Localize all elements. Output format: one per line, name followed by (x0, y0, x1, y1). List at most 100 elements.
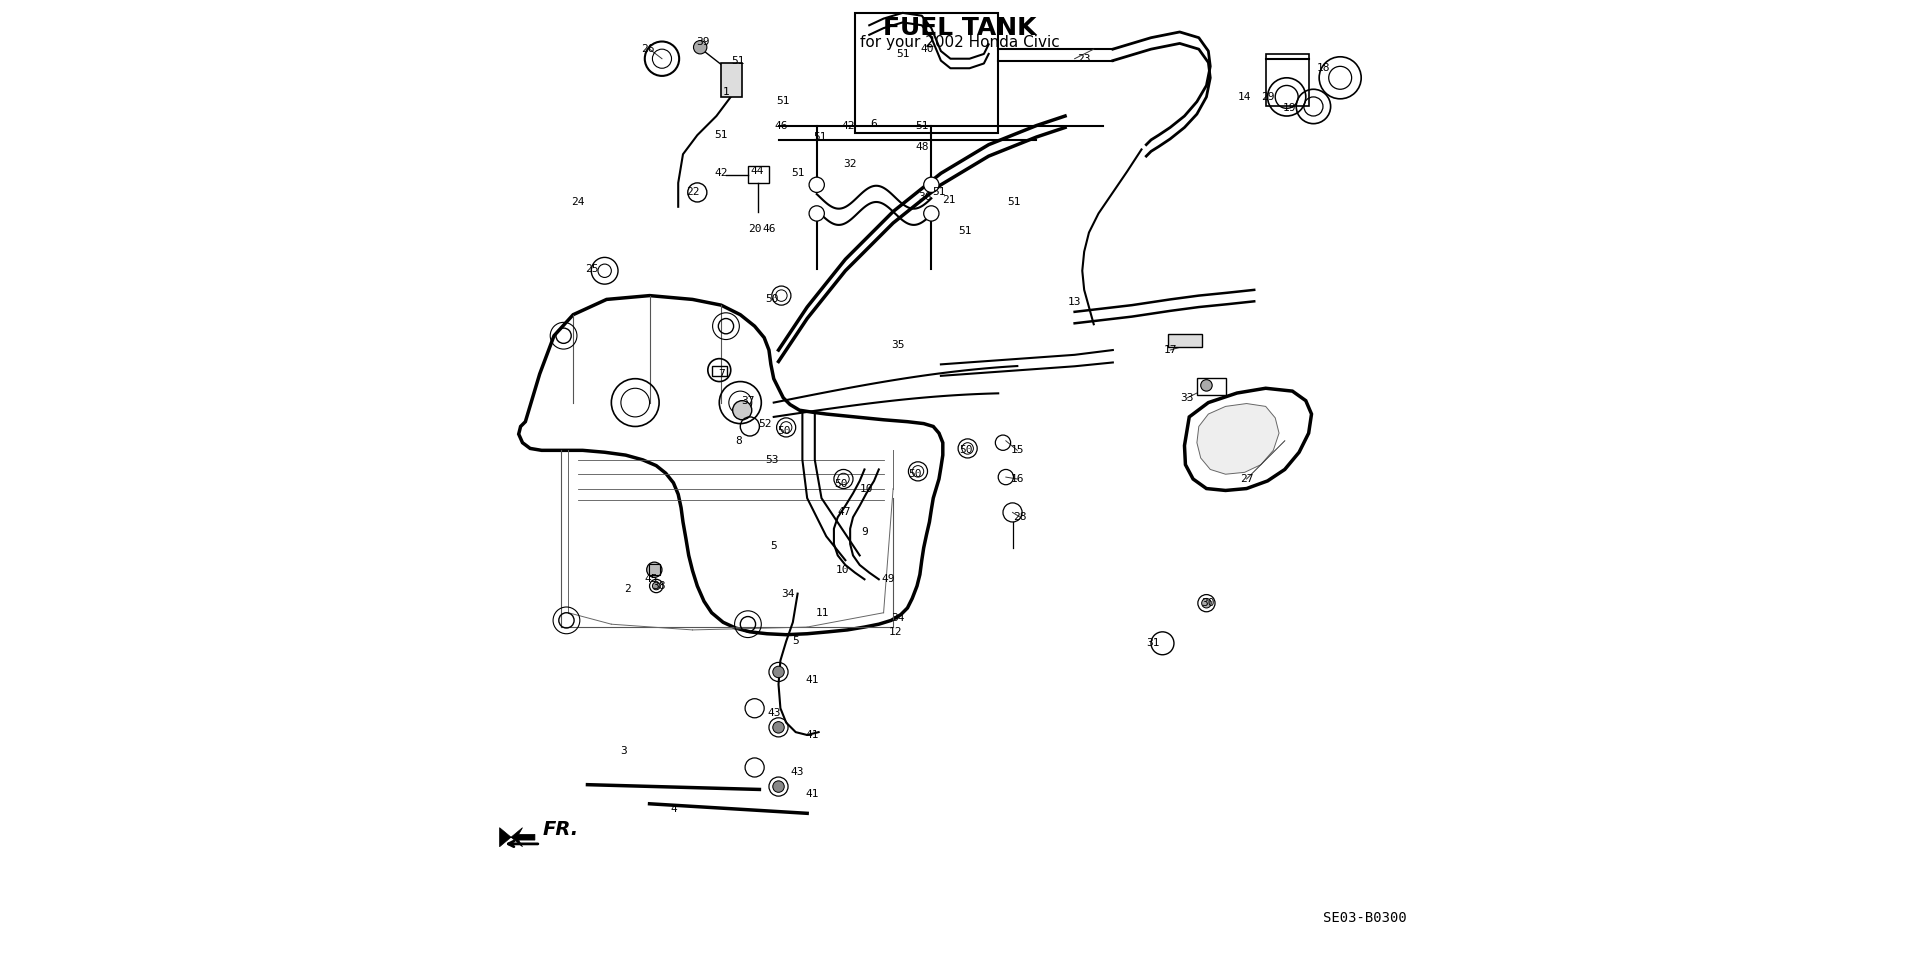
Circle shape (693, 40, 707, 54)
Text: 47: 47 (837, 508, 851, 517)
Text: 17: 17 (1164, 345, 1177, 355)
Text: 8: 8 (735, 436, 741, 445)
PathPatch shape (1196, 403, 1279, 474)
Text: 43: 43 (768, 708, 781, 718)
Text: 37: 37 (741, 396, 755, 405)
Text: 19: 19 (1283, 103, 1296, 113)
Text: 51: 51 (897, 49, 910, 59)
Text: 11: 11 (816, 607, 829, 618)
Text: 28: 28 (1014, 513, 1027, 522)
Text: 34: 34 (891, 612, 904, 623)
Text: 49: 49 (881, 574, 895, 584)
Text: 33: 33 (1181, 393, 1194, 402)
Text: 50: 50 (778, 426, 791, 436)
Text: 9: 9 (860, 527, 868, 536)
Text: 29: 29 (1261, 92, 1275, 102)
Text: 16: 16 (1010, 474, 1023, 484)
Bar (1196, 377, 1225, 395)
Text: 50: 50 (958, 445, 973, 455)
Text: 36: 36 (918, 193, 931, 202)
Text: 46: 46 (774, 121, 787, 130)
Text: 20: 20 (749, 224, 762, 234)
Text: 51: 51 (812, 132, 826, 142)
Text: 14: 14 (1238, 92, 1252, 102)
Bar (712, 366, 728, 376)
Text: 3: 3 (620, 746, 628, 756)
Text: 40: 40 (922, 44, 935, 55)
Text: 44: 44 (751, 167, 764, 176)
Text: 42: 42 (714, 169, 728, 178)
Circle shape (924, 177, 939, 193)
Text: 48: 48 (916, 142, 929, 151)
Text: 24: 24 (570, 197, 586, 207)
Bar (1167, 333, 1202, 347)
Text: 10: 10 (835, 565, 849, 575)
Text: 1: 1 (722, 87, 730, 97)
Text: FR.: FR. (543, 820, 578, 839)
Circle shape (653, 582, 660, 590)
Text: 31: 31 (1146, 638, 1160, 649)
PathPatch shape (1185, 388, 1311, 490)
Text: 45: 45 (645, 574, 659, 584)
Text: 41: 41 (804, 674, 818, 685)
Text: 7: 7 (718, 369, 724, 379)
Text: 32: 32 (843, 159, 856, 169)
Text: 22: 22 (685, 188, 699, 197)
Text: 53: 53 (764, 455, 780, 465)
PathPatch shape (499, 828, 536, 847)
Text: 5: 5 (793, 636, 799, 647)
Text: 6: 6 (870, 119, 877, 128)
Text: SE03-B0300: SE03-B0300 (1323, 911, 1407, 925)
Text: 4: 4 (670, 804, 678, 813)
Text: 39: 39 (697, 36, 710, 47)
Text: 18: 18 (1317, 63, 1331, 73)
Text: 51: 51 (776, 96, 789, 105)
Text: 21: 21 (943, 195, 956, 205)
Text: 23: 23 (1077, 54, 1091, 63)
Text: 38: 38 (653, 581, 666, 591)
Text: 51: 51 (732, 56, 745, 65)
Text: 42: 42 (841, 121, 854, 130)
Text: 43: 43 (791, 767, 804, 777)
Text: 26: 26 (641, 44, 655, 55)
Circle shape (808, 177, 824, 193)
Text: 41: 41 (804, 730, 818, 740)
Text: 27: 27 (1240, 474, 1254, 484)
Circle shape (1202, 599, 1212, 608)
Circle shape (1200, 379, 1212, 391)
Bar (854, 12, 998, 133)
Text: 10: 10 (860, 484, 874, 493)
Text: 51: 51 (1008, 197, 1021, 207)
Text: FUEL TANK: FUEL TANK (883, 15, 1037, 39)
Text: 51: 51 (714, 130, 728, 140)
Bar (1265, 54, 1309, 106)
Circle shape (733, 400, 753, 420)
Circle shape (772, 721, 783, 733)
Circle shape (772, 666, 783, 677)
Text: 46: 46 (762, 224, 776, 234)
Text: 50: 50 (764, 294, 780, 305)
Text: 30: 30 (1202, 598, 1215, 608)
Circle shape (924, 206, 939, 221)
Text: 12: 12 (889, 627, 902, 637)
Text: 51: 51 (958, 226, 972, 236)
Text: for your 2002 Honda Civic: for your 2002 Honda Civic (860, 34, 1060, 50)
Circle shape (808, 206, 824, 221)
Text: 51: 51 (933, 188, 947, 197)
Text: 41: 41 (804, 789, 818, 799)
Text: 35: 35 (891, 340, 904, 351)
Text: 15: 15 (1010, 445, 1023, 455)
Circle shape (647, 562, 662, 578)
Text: 52: 52 (758, 419, 772, 428)
Text: 5: 5 (770, 541, 778, 551)
PathPatch shape (518, 296, 943, 635)
Text: 50: 50 (908, 469, 922, 479)
Text: 2: 2 (624, 583, 632, 594)
Circle shape (772, 781, 783, 792)
Text: 50: 50 (833, 479, 847, 489)
Text: 34: 34 (781, 588, 795, 599)
Bar (722, 63, 743, 97)
Text: 51: 51 (791, 169, 804, 178)
Text: 25: 25 (586, 263, 599, 274)
Bar (749, 166, 768, 183)
